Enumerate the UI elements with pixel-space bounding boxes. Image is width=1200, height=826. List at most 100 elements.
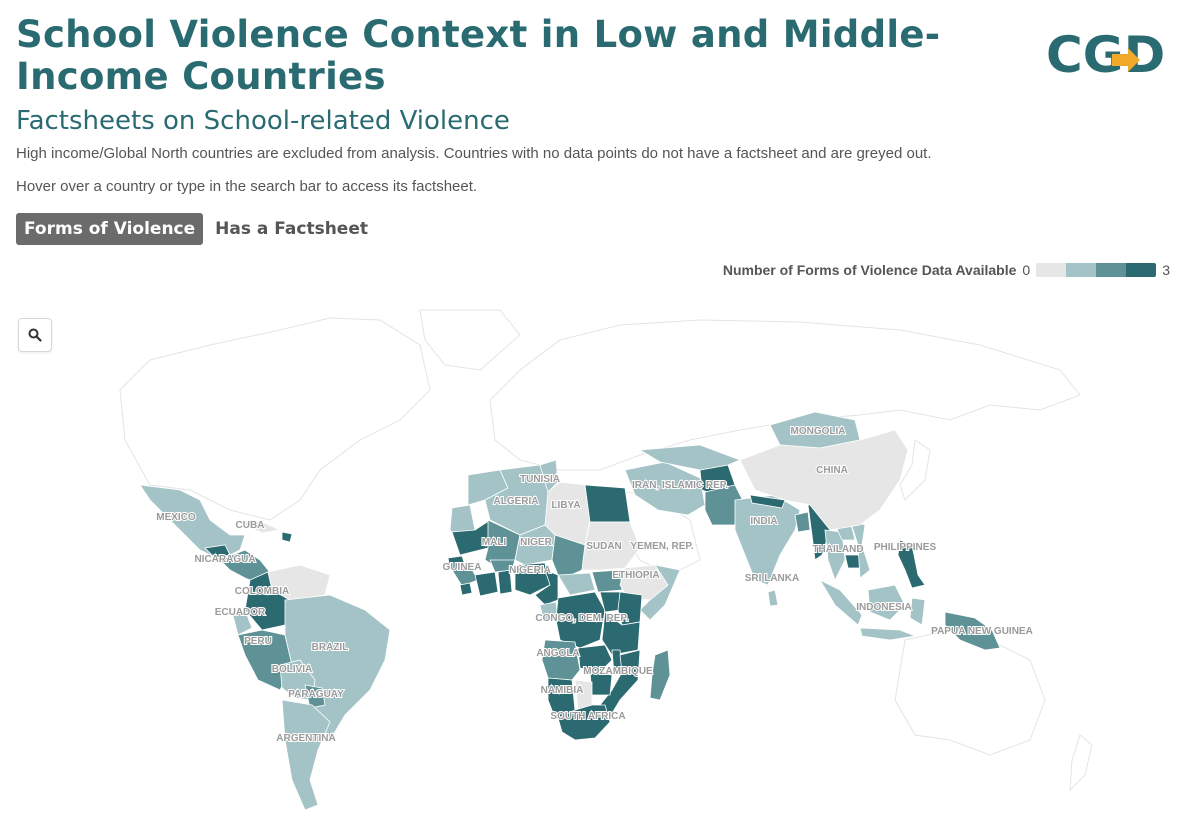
exclusion-note: High income/Global North countries are e… <box>16 145 932 162</box>
country-sudan <box>581 521 641 571</box>
label-iran: IRAN, ISLAMIC REP. <box>632 480 728 491</box>
country-tunisia <box>539 459 559 493</box>
search-button[interactable] <box>18 318 52 352</box>
legend-swatch-0 <box>1036 263 1067 277</box>
logo-text: CGD <box>1046 26 1165 80</box>
country-cote-divoire <box>474 571 499 597</box>
country-indonesia-sumatra <box>818 579 863 626</box>
label-peru: PERU <box>244 636 272 647</box>
new-zealand-outline <box>1069 734 1093 792</box>
page-subtitle: Factsheets on School-related Violence <box>16 106 510 136</box>
land-outline <box>119 309 1093 792</box>
label-namibia: NAMIBIA <box>541 685 584 696</box>
legend-min: 0 <box>1022 262 1031 278</box>
country-philippines <box>897 539 926 589</box>
label-guinea: GUINEA <box>443 562 482 573</box>
country-central-asia <box>638 444 742 471</box>
label-mali: MALI <box>482 537 507 548</box>
country-shapes <box>139 411 1001 811</box>
label-south-africa: SOUTH AFRICA <box>550 711 625 722</box>
country-zambia <box>577 644 613 673</box>
country-sierra-leone <box>459 582 473 596</box>
country-tanzania <box>601 611 641 656</box>
country-iran <box>624 461 706 516</box>
country-angola <box>541 639 581 681</box>
country-paraguay <box>304 684 326 709</box>
country-egypt <box>584 484 631 523</box>
legend-swatch-2 <box>1096 263 1127 277</box>
hover-instruction: Hover over a country or type in the sear… <box>16 178 478 195</box>
country-ecuador <box>231 609 253 636</box>
country-burkina <box>489 559 516 573</box>
country-nigeria <box>514 562 551 596</box>
japan-outline <box>899 439 931 501</box>
country-india <box>734 494 801 586</box>
country-indonesia-borneo <box>867 584 906 621</box>
page-title: School Violence Context in Low and Middl… <box>16 13 941 98</box>
country-car <box>557 572 596 596</box>
label-argentina: ARGENTINA <box>276 733 335 744</box>
label-india: INDIA <box>750 516 777 527</box>
legend-color-scale <box>1036 263 1157 277</box>
tab-has-factsheet[interactable]: Has a Factsheet <box>215 219 368 239</box>
country-china <box>739 429 909 531</box>
country-south-sudan <box>591 569 623 593</box>
legend-swatch-1 <box>1066 263 1097 277</box>
view-tabs: Forms of Violence Has a Factsheet <box>16 213 376 245</box>
country-honduras <box>204 544 231 559</box>
country-madagascar <box>649 649 671 701</box>
country-indonesia-sulawesi <box>909 597 926 626</box>
label-mexico: MEXICO <box>156 512 196 523</box>
country-papua-new-guinea <box>944 611 1001 651</box>
label-congo-drc: CONGO, DEM. REP. <box>535 613 628 624</box>
country-mexico <box>139 484 246 561</box>
map-legend: Number of Forms of Violence Data Availab… <box>723 262 1170 278</box>
cgd-logo: CGD <box>1046 26 1165 80</box>
country-indonesia-java <box>859 627 917 641</box>
country-vietnam <box>849 519 871 579</box>
label-mongolia: MONGOLIA <box>791 426 846 437</box>
country-sri-lanka <box>767 589 779 607</box>
country-cambodia <box>844 554 861 569</box>
label-sri-lanka: SRI LANKA <box>745 573 799 584</box>
logo-arrow-icon <box>1112 48 1140 72</box>
australia-outline <box>894 629 1046 756</box>
country-nepal <box>749 494 786 509</box>
label-ecuador: ECUADOR <box>215 607 266 618</box>
label-paraguay: PARAGUAY <box>288 689 344 700</box>
tab-forms-of-violence[interactable]: Forms of Violence <box>16 213 204 245</box>
label-algeria: ALGERIA <box>494 496 539 507</box>
label-nicaragua: NICARAGUA <box>194 554 255 565</box>
label-bolivia: BOLIVIA <box>272 664 313 675</box>
label-colombia: COLOMBIA <box>235 586 289 597</box>
search-icon <box>28 328 42 342</box>
label-angola: ANGOLA <box>536 648 579 659</box>
label-sudan: SUDAN <box>586 541 622 552</box>
country-cuba <box>234 519 282 534</box>
country-south-africa <box>557 704 611 741</box>
greenland-outline <box>419 309 521 371</box>
label-yemen: YEMEN, REP. <box>630 541 693 552</box>
north-america-outline <box>119 317 431 521</box>
label-cuba: CUBA <box>236 520 265 531</box>
label-mozambique: MOZAMBIQUE <box>583 666 653 677</box>
legend-max: 3 <box>1162 262 1170 278</box>
country-bangladesh <box>794 511 811 533</box>
label-china: CHINA <box>816 465 848 476</box>
country-labels: MONGOLIA CHINA TUNISIA IRAN, ISLAMIC REP… <box>155 425 1034 745</box>
country-congo-drc <box>555 591 606 649</box>
label-brazil: BRAZIL <box>312 642 349 653</box>
label-tunisia: TUNISIA <box>520 474 560 485</box>
country-argentina <box>281 699 331 811</box>
legend-swatch-3 <box>1126 263 1157 277</box>
europe-russia-outline <box>489 319 1081 471</box>
label-niger: NIGER <box>520 537 552 548</box>
country-haiti <box>281 531 293 543</box>
label-nigeria: NIGERIA <box>509 565 551 576</box>
label-philippines: PHILIPPINES <box>874 542 937 553</box>
world-map[interactable]: MONGOLIA CHINA TUNISIA IRAN, ISLAMIC REP… <box>0 300 1200 826</box>
legend-title: Number of Forms of Violence Data Availab… <box>722 262 1017 278</box>
label-libya: LIBYA <box>551 500 580 511</box>
label-papua-new-guinea: PAPUA NEW GUINEA <box>931 626 1033 637</box>
label-thailand: THAILAND <box>812 544 863 555</box>
